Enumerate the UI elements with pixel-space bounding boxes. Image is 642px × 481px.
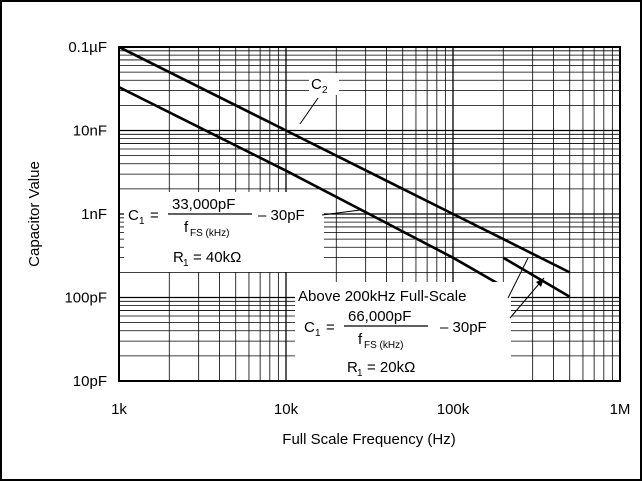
c2-leader bbox=[299, 97, 319, 125]
high-tail: – 30pF bbox=[440, 319, 487, 336]
high-den-sub: FS (kHz) bbox=[364, 340, 403, 351]
low-r-value: = 40kΩ bbox=[193, 249, 241, 266]
series-lines bbox=[118, 45, 571, 298]
y-tick-label: 1nF bbox=[81, 206, 107, 223]
high-leader-2 bbox=[509, 277, 545, 319]
x-tick-label: 1M bbox=[610, 401, 631, 418]
y-tick-label: 100pF bbox=[64, 290, 107, 307]
high-leader-arrow bbox=[536, 278, 544, 287]
high-numerator: 66,000pF bbox=[348, 308, 411, 325]
low-den-main: f bbox=[184, 219, 189, 236]
high-r: R bbox=[347, 359, 358, 376]
x-tick-label: 1k bbox=[111, 401, 127, 418]
c2-label-main: C bbox=[311, 76, 322, 93]
series-line-c1 bbox=[118, 86, 504, 288]
series-line-c1 bbox=[502, 256, 571, 298]
plot-area-border bbox=[118, 46, 621, 382]
low-leader bbox=[321, 209, 361, 216]
low-c-sub: 1 bbox=[139, 216, 145, 227]
x-tick-label: 100k bbox=[437, 401, 470, 418]
low-freq-formula: C 1 = 33,000pF f FS (kHz) – 30pF R 1 = 4… bbox=[124, 192, 361, 272]
y-tick-label: 10pF bbox=[73, 373, 107, 390]
y-axis-label: Capacitor Value bbox=[26, 161, 43, 267]
tick-labels: 1k 10k 100k 1M 10pF 100pF 1nF 10nF 0.1µF bbox=[64, 39, 630, 418]
low-eq: = bbox=[150, 207, 159, 224]
low-freq-formula-bg bbox=[124, 192, 324, 272]
low-c: C bbox=[128, 207, 139, 224]
low-numerator: 33,000pF bbox=[172, 196, 235, 213]
high-freq-formula-bg bbox=[295, 282, 511, 380]
high-c: C bbox=[304, 319, 315, 336]
high-eq: = bbox=[326, 319, 335, 336]
x-axis-label: Full Scale Frequency (Hz) bbox=[282, 431, 455, 448]
high-r-value: = 20kΩ bbox=[367, 359, 415, 376]
c2-label: C 2 bbox=[299, 73, 339, 125]
high-leader-1 bbox=[507, 257, 529, 299]
high-den-main: f bbox=[358, 331, 363, 348]
series-line-c2 bbox=[118, 45, 571, 274]
high-r-sub: 1 bbox=[357, 368, 363, 379]
c2-label-sub: 2 bbox=[322, 85, 328, 96]
high-freq-formula: Above 200kHz Full-Scale C 1 = 66,000pF f… bbox=[295, 257, 545, 380]
low-den-sub: FS (kHz) bbox=[190, 228, 229, 239]
high-heading: Above 200kHz Full-Scale bbox=[298, 288, 466, 305]
y-tick-label: 0.1µF bbox=[68, 39, 107, 56]
high-c-sub: 1 bbox=[315, 328, 321, 339]
c2-label-bg bbox=[309, 73, 339, 95]
x-tick-label: 10k bbox=[274, 401, 299, 418]
low-r: R bbox=[173, 249, 184, 266]
low-r-sub: 1 bbox=[183, 258, 189, 269]
low-tail: – 30pF bbox=[258, 207, 305, 224]
y-tick-label: 10nF bbox=[73, 123, 107, 140]
